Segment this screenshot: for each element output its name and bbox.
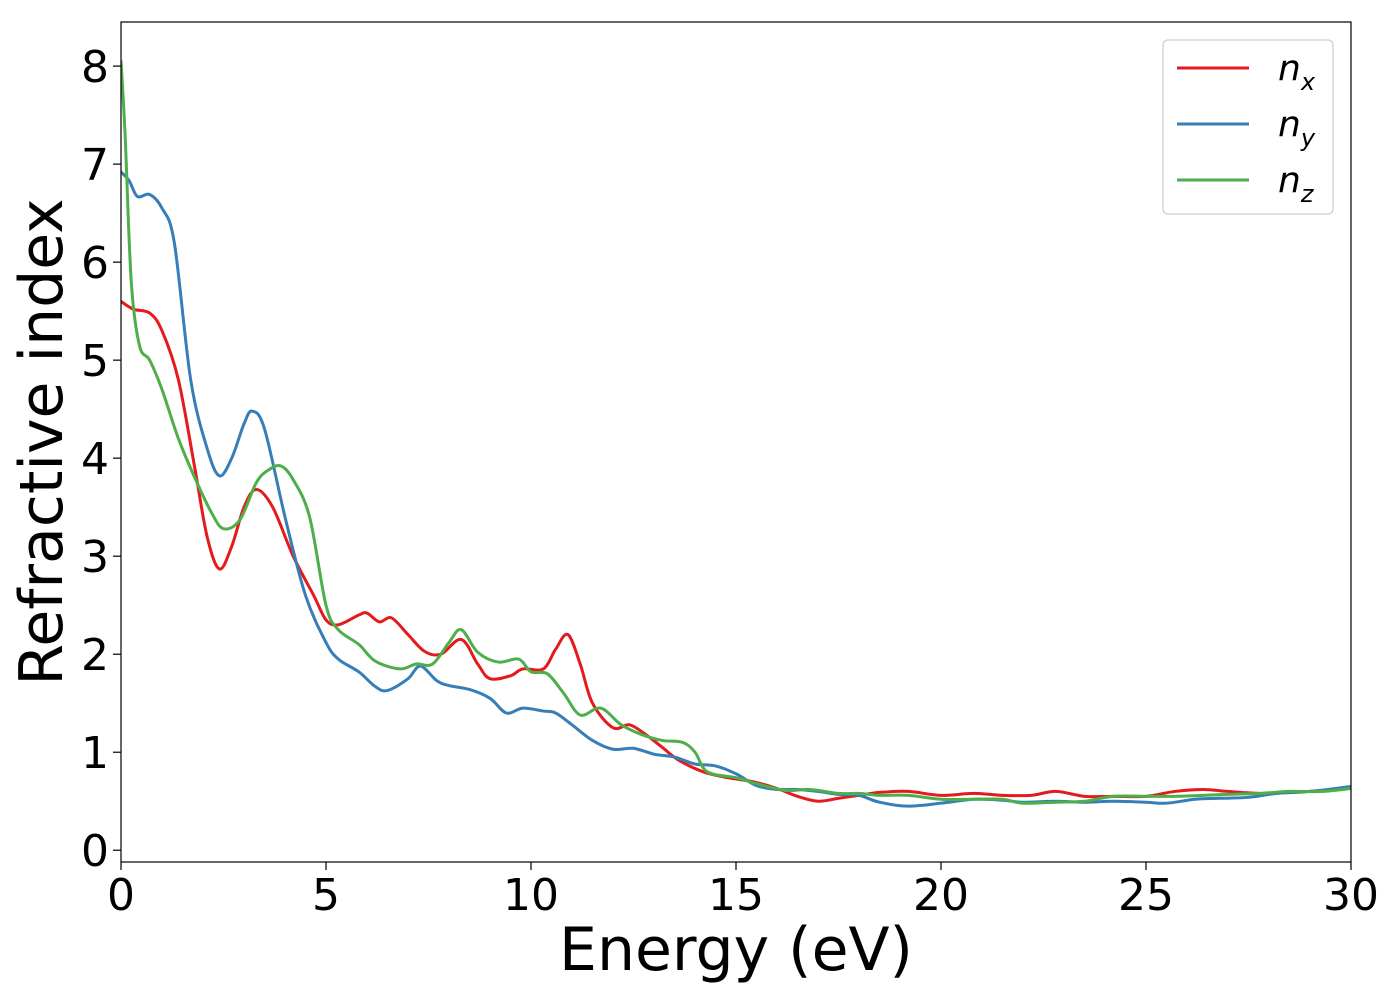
- series-layer: [121, 59, 1351, 808]
- y-tick-label: 1: [81, 728, 109, 779]
- y-tick-label: 6: [81, 238, 109, 289]
- x-axis-label: Energy (eV): [559, 915, 913, 985]
- legend-label-n-z: nz: [1278, 160, 1315, 208]
- y-tick-label: 0: [81, 826, 109, 877]
- x-tick-label: 15: [708, 870, 764, 921]
- y-tick-label: 8: [81, 42, 109, 93]
- x-tick-label: 5: [312, 870, 340, 921]
- y-tick-label: 3: [81, 532, 109, 583]
- x-tick-label: 0: [107, 870, 135, 921]
- legend-label-n-y: ny: [1278, 104, 1316, 152]
- x-tick-label: 30: [1323, 870, 1379, 921]
- y-tick-label: 5: [81, 336, 109, 387]
- legend: nx ny nz: [1162, 39, 1334, 215]
- series-line-n-x: [121, 299, 1351, 803]
- series-line-n-y: [121, 170, 1351, 808]
- y-tick-label: 2: [81, 630, 109, 681]
- x-axis-ticks: 0 5 10 15 20 25 30: [107, 862, 1379, 921]
- y-tick-label: 4: [81, 434, 109, 485]
- x-tick-label: 10: [503, 870, 559, 921]
- legend-label-n-x: nx: [1278, 48, 1316, 96]
- x-tick-label: 20: [913, 870, 969, 921]
- y-axis-label: Refractive index: [7, 198, 77, 685]
- x-tick-label: 25: [1118, 870, 1174, 921]
- y-tick-label: 7: [81, 140, 109, 191]
- y-axis-ticks: 0 1 2 3 4 5 6 7 8: [81, 42, 121, 877]
- legend-box: [1162, 39, 1334, 215]
- series-line-n-z: [121, 59, 1351, 805]
